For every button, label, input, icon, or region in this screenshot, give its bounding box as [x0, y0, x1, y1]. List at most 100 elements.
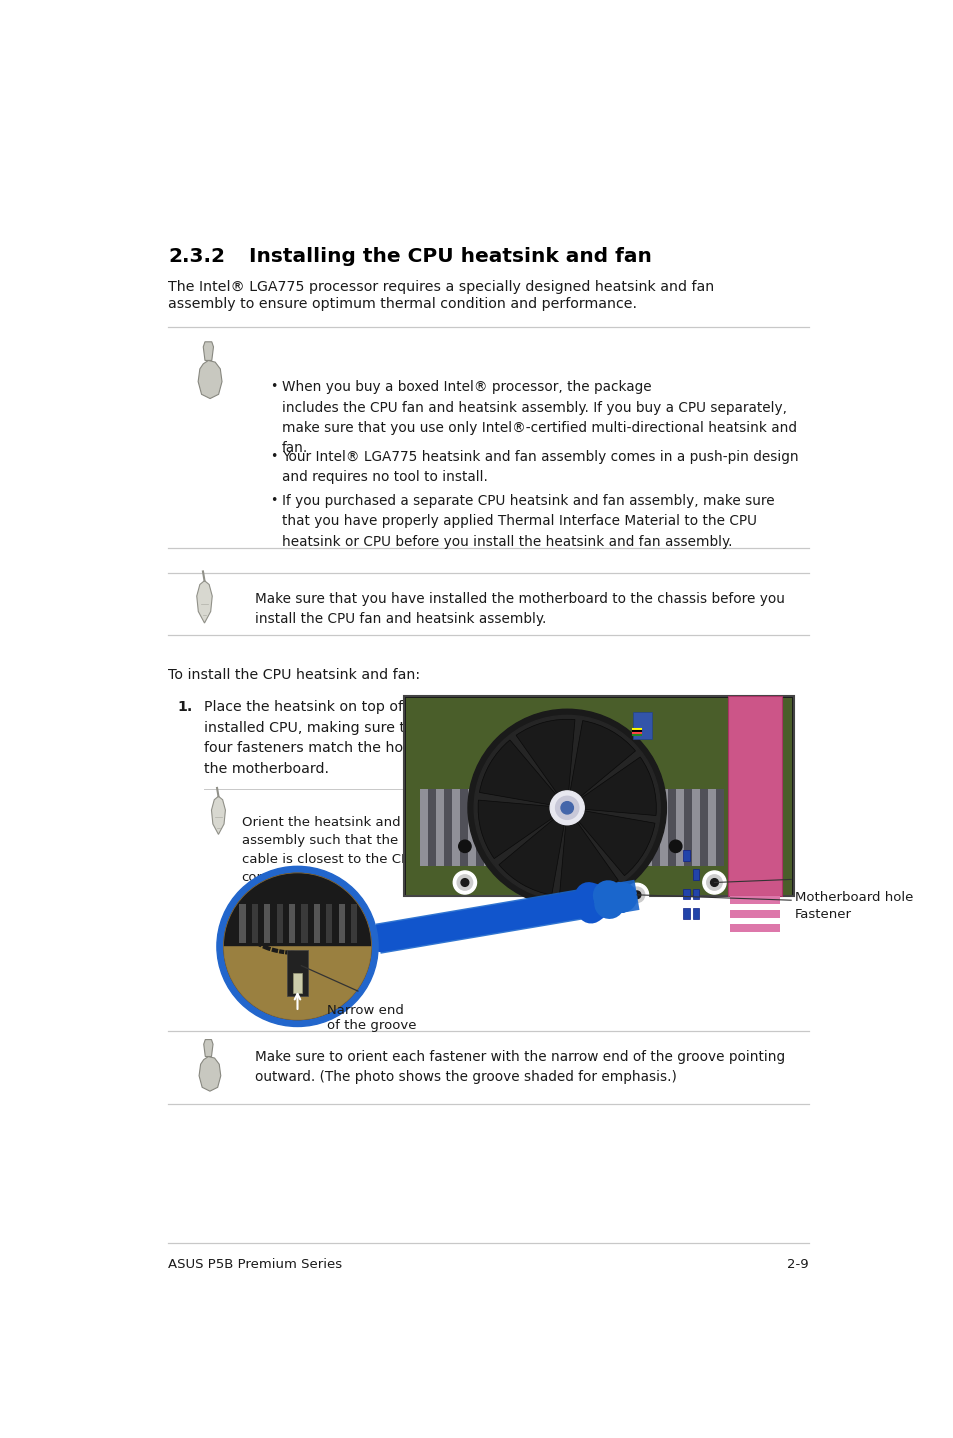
Circle shape — [216, 866, 377, 1027]
Text: Installing the CPU heatsink and fan: Installing the CPU heatsink and fan — [249, 247, 652, 266]
Text: Place the heatsink on top of the
installed CPU, making sure that the
four fasten: Place the heatsink on top of the install… — [204, 700, 456, 777]
Bar — [523, 788, 532, 866]
Bar — [633, 712, 652, 739]
Bar — [700, 788, 707, 866]
Circle shape — [710, 879, 718, 886]
Bar — [729, 925, 779, 932]
Wedge shape — [224, 946, 371, 1020]
Bar — [675, 788, 683, 866]
Text: 2.3.2: 2.3.2 — [168, 247, 225, 266]
Bar — [326, 905, 332, 942]
Text: Orient the heatsink and fan
assembly such that the CPU fan
cable is closest to t: Orient the heatsink and fan assembly suc… — [241, 815, 455, 884]
Bar — [443, 788, 452, 866]
Bar — [483, 788, 492, 866]
Polygon shape — [198, 361, 222, 398]
Bar — [682, 907, 689, 919]
Bar — [707, 788, 715, 866]
Circle shape — [468, 709, 666, 906]
Wedge shape — [558, 821, 618, 896]
Bar — [338, 905, 344, 942]
Bar — [579, 788, 587, 866]
Circle shape — [474, 716, 659, 900]
Circle shape — [224, 873, 371, 1020]
Text: •: • — [270, 495, 277, 508]
Circle shape — [669, 840, 681, 853]
Bar — [729, 910, 779, 917]
Bar — [682, 889, 689, 899]
Text: Your Intel® LGA775 heatsink and fan assembly comes in a push-pin design
and requ: Your Intel® LGA775 heatsink and fan asse… — [282, 450, 798, 483]
Bar — [571, 788, 579, 866]
Bar — [611, 788, 619, 866]
Bar — [252, 905, 257, 942]
Text: 2-9: 2-9 — [786, 1258, 808, 1271]
Circle shape — [458, 840, 471, 853]
Bar — [627, 788, 635, 866]
Bar — [667, 788, 675, 866]
Bar — [596, 788, 603, 866]
Bar — [691, 788, 700, 866]
Text: Narrow end
of the groove: Narrow end of the groove — [327, 1004, 416, 1032]
Polygon shape — [212, 797, 225, 834]
Bar — [419, 788, 723, 866]
Circle shape — [460, 879, 468, 886]
Text: 1.: 1. — [177, 700, 193, 715]
Circle shape — [456, 874, 472, 890]
Bar — [436, 788, 443, 866]
Bar — [643, 788, 651, 866]
Polygon shape — [204, 1040, 213, 1057]
Bar — [659, 788, 667, 866]
Wedge shape — [224, 873, 371, 946]
Text: assembly to ensure optimum thermal condition and performance.: assembly to ensure optimum thermal condi… — [168, 296, 637, 311]
Wedge shape — [579, 756, 656, 815]
Bar — [547, 788, 556, 866]
Bar — [351, 905, 356, 942]
Circle shape — [555, 797, 578, 820]
Bar — [683, 788, 691, 866]
Wedge shape — [577, 811, 655, 876]
Bar — [239, 905, 245, 942]
Bar — [651, 788, 659, 866]
Wedge shape — [569, 720, 635, 798]
Bar — [419, 788, 428, 866]
Wedge shape — [498, 818, 564, 894]
Circle shape — [629, 887, 644, 903]
Wedge shape — [479, 741, 557, 805]
Bar — [467, 788, 476, 866]
Bar — [264, 905, 270, 942]
Bar — [635, 788, 643, 866]
Bar — [692, 889, 699, 899]
Bar — [556, 788, 563, 866]
Bar — [539, 788, 547, 866]
Bar — [428, 788, 436, 866]
Bar — [692, 907, 699, 919]
Text: If you purchased a separate CPU heatsink and fan assembly, make sure
that you ha: If you purchased a separate CPU heatsink… — [282, 495, 774, 548]
Circle shape — [706, 874, 721, 890]
Text: The Intel® LGA775 processor requires a specially designed heatsink and fan: The Intel® LGA775 processor requires a s… — [168, 280, 714, 295]
Bar — [715, 788, 723, 866]
Text: Make sure to orient each fastener with the narrow end of the groove pointing
out: Make sure to orient each fastener with t… — [254, 1050, 784, 1084]
Circle shape — [453, 871, 476, 894]
Circle shape — [633, 892, 640, 899]
Bar — [619, 788, 627, 866]
Circle shape — [560, 801, 573, 814]
Circle shape — [550, 791, 583, 825]
Text: •: • — [270, 450, 277, 463]
Bar — [727, 696, 781, 896]
Polygon shape — [199, 1057, 220, 1091]
Text: Make sure that you have installed the motherboard to the chassis before you
inst: Make sure that you have installed the mo… — [254, 592, 784, 627]
Bar — [492, 788, 499, 866]
Bar — [276, 905, 282, 942]
Bar — [507, 788, 516, 866]
Circle shape — [624, 883, 648, 906]
Bar — [293, 974, 302, 992]
Text: Motherboard hole: Motherboard hole — [794, 892, 912, 905]
Text: ASUS P5B Premium Series: ASUS P5B Premium Series — [168, 1258, 342, 1271]
Bar — [563, 788, 571, 866]
Bar — [587, 788, 596, 866]
Bar — [692, 870, 699, 880]
Bar — [729, 896, 779, 905]
Bar — [406, 697, 791, 894]
Circle shape — [224, 873, 371, 1020]
Circle shape — [702, 871, 725, 894]
Bar — [459, 788, 467, 866]
